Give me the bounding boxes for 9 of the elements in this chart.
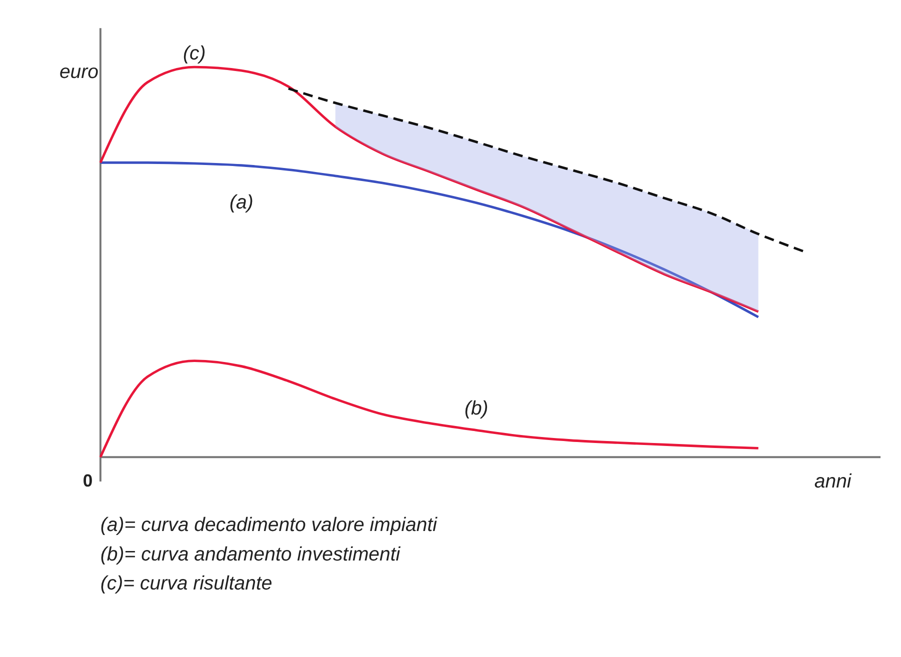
series-label: (b) [464, 398, 488, 420]
text: (b)= curva andamento investimenti [100, 543, 401, 566]
y-axis-title: euro [59, 60, 99, 83]
series-label: (a) [229, 191, 254, 214]
text: (a)= curva decadimento valore impianti [100, 514, 438, 536]
series-label: (c) [183, 42, 206, 64]
x-axis-title: anni [814, 470, 852, 492]
text: 0 [82, 470, 93, 490]
text: (c)= curva risultante [100, 572, 272, 595]
